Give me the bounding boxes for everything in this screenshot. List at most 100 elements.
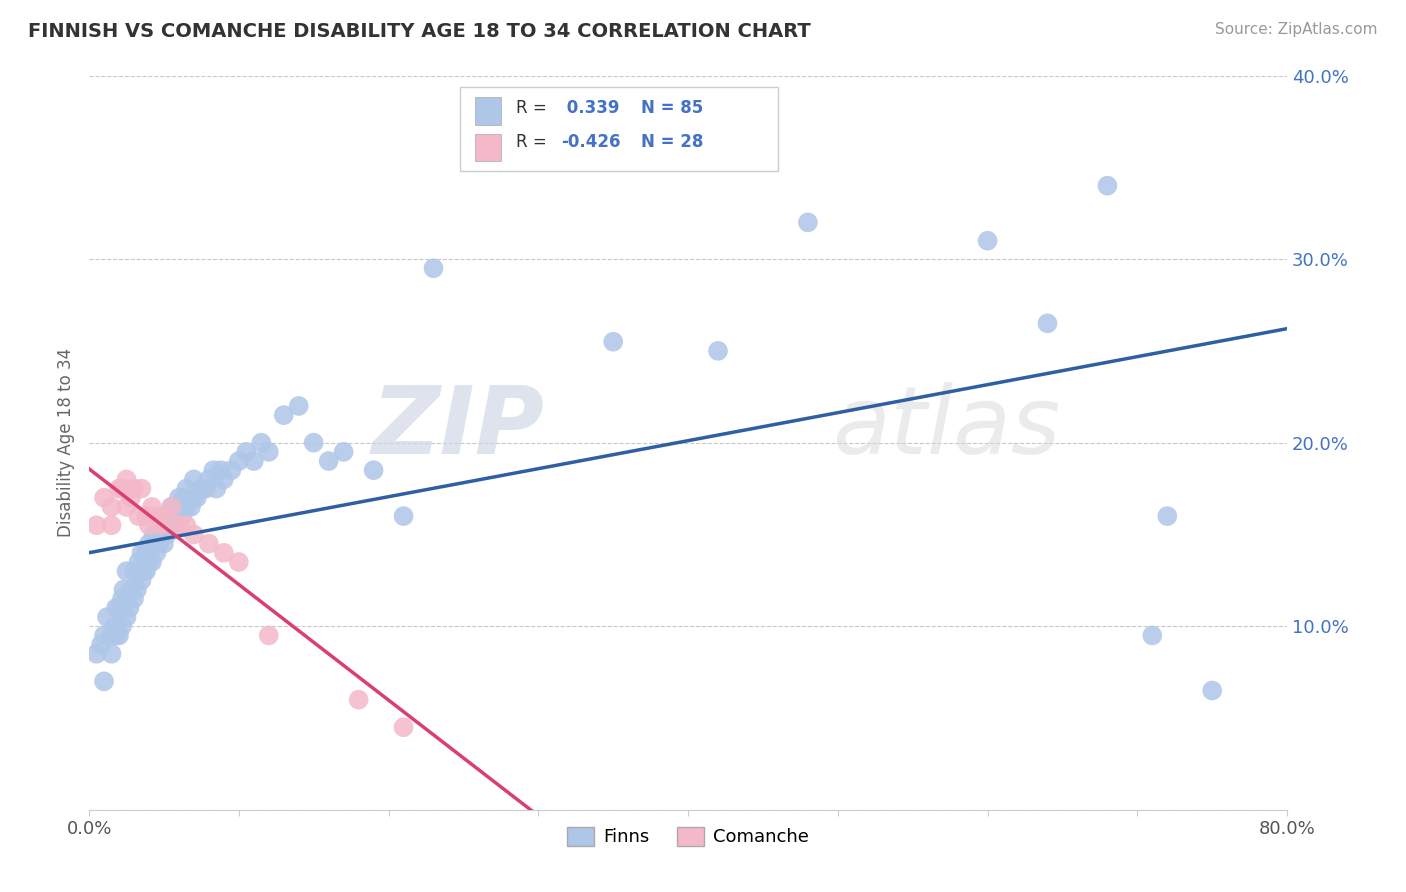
Point [138,555,160,569]
Point [127,509,149,524]
FancyBboxPatch shape [460,87,778,171]
Point [212,472,235,486]
Point [131,574,153,588]
Point [602,334,624,349]
Point [1156,509,1178,524]
Point [93,628,115,642]
Point [198,536,221,550]
Point [235,445,257,459]
Text: N = 85: N = 85 [641,99,703,117]
Point [108,600,131,615]
Point [163,518,186,533]
Point [212,546,235,560]
Point [363,463,385,477]
Point [138,536,160,550]
Point [108,482,131,496]
Point [170,509,193,524]
Point [131,482,153,496]
Point [93,674,115,689]
Point [142,527,165,541]
Point [392,509,415,524]
Point [250,435,273,450]
Point [1142,628,1164,642]
Point [287,399,309,413]
Text: N = 28: N = 28 [641,133,704,151]
Point [100,518,122,533]
Point [183,491,205,505]
Point [115,500,138,514]
Point [176,500,198,514]
Point [422,261,444,276]
Point [93,491,115,505]
Point [118,600,141,615]
Point [157,509,180,524]
Point [156,527,179,541]
Point [145,509,167,524]
Text: atlas: atlas [832,383,1060,474]
Point [115,591,138,606]
Point [111,591,134,606]
Point [190,482,212,496]
Point [153,509,176,524]
Point [228,454,250,468]
Point [221,463,243,477]
FancyBboxPatch shape [475,97,501,125]
Point [141,500,163,514]
Point [976,234,998,248]
Text: ZIP: ZIP [371,382,544,474]
Point [115,610,138,624]
Point [797,215,820,229]
Point [127,555,149,569]
Point [115,472,138,486]
Point [86,647,108,661]
Point [202,463,225,477]
FancyBboxPatch shape [475,134,501,161]
Point [122,591,145,606]
Point [131,546,153,560]
Point [96,610,118,624]
Point [318,454,340,468]
Point [332,445,354,459]
Point [180,500,202,514]
Point [1097,178,1119,193]
Point [145,546,167,560]
Point [186,491,208,505]
Point [160,500,183,514]
Point [302,435,325,450]
Point [160,518,183,533]
Point [105,600,128,615]
Point [108,628,131,642]
Text: FINNISH VS COMANCHE DISABILITY AGE 18 TO 34 CORRELATION CHART: FINNISH VS COMANCHE DISABILITY AGE 18 TO… [28,22,811,41]
Point [135,509,157,524]
Text: R =: R = [516,133,547,151]
Point [138,518,160,533]
Point [243,454,266,468]
Point [257,445,280,459]
Point [135,564,157,578]
Point [347,692,370,706]
Text: 0.339: 0.339 [561,99,620,117]
Point [1036,316,1059,330]
Point [176,518,198,533]
Text: R =: R = [516,99,547,117]
Point [103,619,125,633]
Point [167,491,190,505]
Point [86,518,108,533]
Point [120,491,142,505]
Point [125,582,148,597]
Point [90,638,112,652]
Text: Source: ZipAtlas.com: Source: ZipAtlas.com [1215,22,1378,37]
Point [148,536,170,550]
Point [100,628,122,642]
Point [165,500,187,514]
Point [111,482,134,496]
Point [122,482,145,496]
Point [105,628,128,642]
Point [257,628,280,642]
Point [209,463,232,477]
Point [273,408,295,422]
Point [100,647,122,661]
Point [167,509,190,524]
Point [160,500,183,514]
Point [172,491,194,505]
